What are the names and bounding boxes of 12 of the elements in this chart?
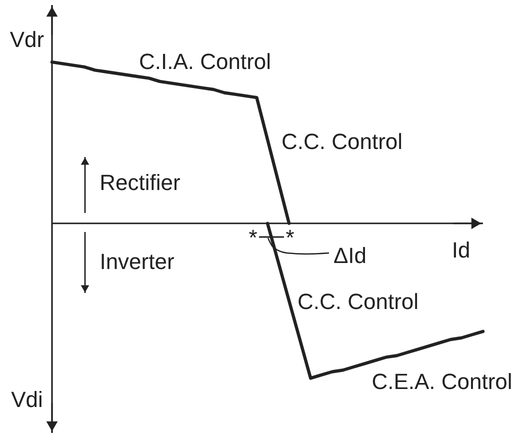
annotation: C.C. Control	[297, 289, 419, 314]
annotation: ΔId	[333, 243, 367, 268]
annotation: *	[286, 225, 295, 250]
annotation: C.I.A. Control	[138, 49, 272, 74]
y-axis-title: Vdr	[10, 27, 44, 52]
annotation: Rectifier	[100, 170, 180, 195]
annotation: *	[248, 225, 258, 250]
annotation: C.C. Control	[281, 129, 403, 154]
annotation: Inverter	[100, 249, 174, 274]
x-axis-title: Id	[452, 237, 470, 262]
annotation: C.E.A. Control	[372, 369, 512, 394]
text: Vdi	[11, 387, 43, 412]
